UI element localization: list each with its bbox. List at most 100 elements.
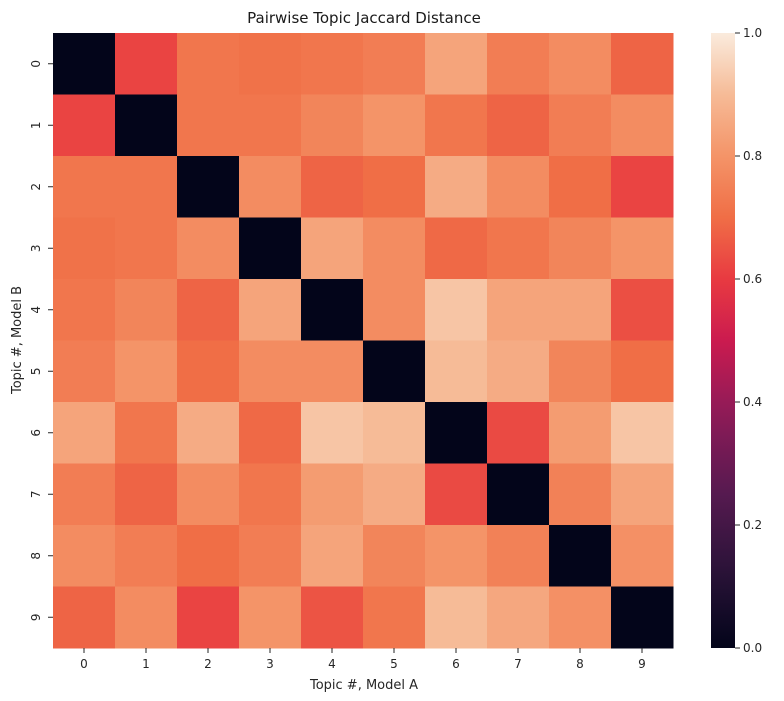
y-tick-label: 0 [29, 60, 43, 68]
heatmap-cell-0-3 [239, 33, 302, 95]
heatmap-cell-9-3 [239, 586, 302, 649]
heatmap-cell-5-5 [363, 340, 426, 403]
y-tick-labels: 0 1 2 3 4 5 6 7 8 9 [29, 60, 53, 621]
heatmap-cell-2-6 [425, 156, 488, 218]
heatmap-cell-2-4 [301, 156, 364, 218]
heatmap-cell-3-9 [611, 217, 674, 280]
heatmap-cell-0-7 [487, 33, 550, 95]
y-tick-label: 5 [29, 367, 43, 375]
heatmap-cell-4-4 [301, 279, 364, 341]
heatmap-cell-6-8 [549, 402, 612, 464]
heatmap-cell-7-9 [611, 463, 674, 526]
heatmap-cell-1-2 [177, 94, 240, 157]
heatmap-cell-9-7 [487, 586, 550, 649]
heatmap-cell-4-5 [363, 279, 426, 341]
heatmap-cell-0-2 [177, 33, 240, 95]
heatmap-cell-7-5 [363, 463, 426, 526]
heatmap-cell-2-5 [363, 156, 426, 218]
heatmap-cell-0-5 [363, 33, 426, 95]
x-tick-labels: 0 1 2 3 4 5 6 7 8 9 [80, 648, 646, 671]
heatmap-cell-5-0 [53, 340, 116, 403]
heatmap-cell-6-2 [177, 402, 240, 464]
heatmap-cell-8-9 [611, 525, 674, 587]
y-tick-label: 9 [29, 613, 43, 621]
heatmap-cell-4-7 [487, 279, 550, 341]
heatmap-cell-6-5 [363, 402, 426, 464]
heatmap-cell-3-1 [115, 217, 178, 280]
heatmap-cell-2-3 [239, 156, 302, 218]
colorbar-tick-label: 0.0 [743, 641, 762, 655]
heatmap-cell-2-8 [549, 156, 612, 218]
heatmap-cell-6-7 [487, 402, 550, 464]
heatmap-cell-7-6 [425, 463, 488, 526]
x-tick-label: 1 [142, 657, 150, 671]
heatmap-cell-0-8 [549, 33, 612, 95]
heatmap-cell-7-4 [301, 463, 364, 526]
heatmap-cell-6-1 [115, 402, 178, 464]
heatmap-cell-8-2 [177, 525, 240, 587]
y-tick-label: 4 [29, 306, 43, 314]
heatmap-cell-8-6 [425, 525, 488, 587]
y-tick-label: 1 [29, 121, 43, 129]
heatmap-cell-4-0 [53, 279, 116, 341]
colorbar-tick-label: 0.6 [743, 272, 762, 286]
heatmap-cell-2-7 [487, 156, 550, 218]
heatmap-cell-5-3 [239, 340, 302, 403]
heatmap-cell-3-2 [177, 217, 240, 280]
heatmap-cell-2-9 [611, 156, 674, 218]
colorbar [711, 33, 735, 648]
heatmap-cell-1-8 [549, 94, 612, 157]
heatmap-cell-2-1 [115, 156, 178, 218]
heatmap-cell-8-4 [301, 525, 364, 587]
heatmap-cell-4-2 [177, 279, 240, 341]
heatmap-cell-3-4 [301, 217, 364, 280]
heatmap-cell-8-3 [239, 525, 302, 587]
heatmap-cell-6-0 [53, 402, 116, 464]
heatmap-cell-2-2 [177, 156, 240, 218]
heatmap-cell-1-4 [301, 94, 364, 157]
heatmap-cell-9-4 [301, 586, 364, 649]
heatmap-cell-4-8 [549, 279, 612, 341]
heatmap-cell-0-0 [53, 33, 116, 95]
heatmap-cell-9-5 [363, 586, 426, 649]
heatmap-cell-4-9 [611, 279, 674, 341]
heatmap-cell-7-2 [177, 463, 240, 526]
heatmap-cell-0-6 [425, 33, 488, 95]
heatmap-cell-4-6 [425, 279, 488, 341]
colorbar-tick-label: 0.4 [743, 395, 762, 409]
heatmap-cell-1-7 [487, 94, 550, 157]
x-tick-label: 6 [452, 657, 460, 671]
heatmap-cell-1-5 [363, 94, 426, 157]
x-tick-label: 0 [80, 657, 88, 671]
heatmap-cell-1-9 [611, 94, 674, 157]
heatmap-cell-5-7 [487, 340, 550, 403]
heatmap-cell-9-1 [115, 586, 178, 649]
x-tick-label: 3 [266, 657, 274, 671]
y-tick-label: 8 [29, 552, 43, 560]
y-tick-label: 3 [29, 244, 43, 252]
heatmap-cell-4-3 [239, 279, 302, 341]
heatmap-cell-2-0 [53, 156, 116, 218]
heatmap-cell-1-6 [425, 94, 488, 157]
heatmap-cell-8-8 [549, 525, 612, 587]
colorbar-tick-label: 0.2 [743, 518, 762, 532]
x-tick-label: 2 [204, 657, 212, 671]
heatmap-cell-6-9 [611, 402, 674, 464]
heatmap-cell-5-4 [301, 340, 364, 403]
y-axis-label: Topic #, Model B [10, 286, 25, 395]
heatmap-cell-7-8 [549, 463, 612, 526]
heatmap-cell-8-5 [363, 525, 426, 587]
y-tick-label: 7 [29, 490, 43, 498]
chart-title: Pairwise Topic Jaccard Distance [247, 9, 481, 27]
heatmap-cell-5-1 [115, 340, 178, 403]
heatmap-cell-9-6 [425, 586, 488, 649]
heatmap-cell-1-0 [53, 94, 116, 157]
colorbar-tick-label: 1.0 [743, 26, 762, 40]
heatmap-cell-7-7 [487, 463, 550, 526]
x-tick-label: 5 [390, 657, 398, 671]
heatmap-cell-0-9 [611, 33, 674, 95]
heatmap-cell-6-3 [239, 402, 302, 464]
heatmap-cell-8-0 [53, 525, 116, 587]
heatmap-cell-9-0 [53, 586, 116, 649]
